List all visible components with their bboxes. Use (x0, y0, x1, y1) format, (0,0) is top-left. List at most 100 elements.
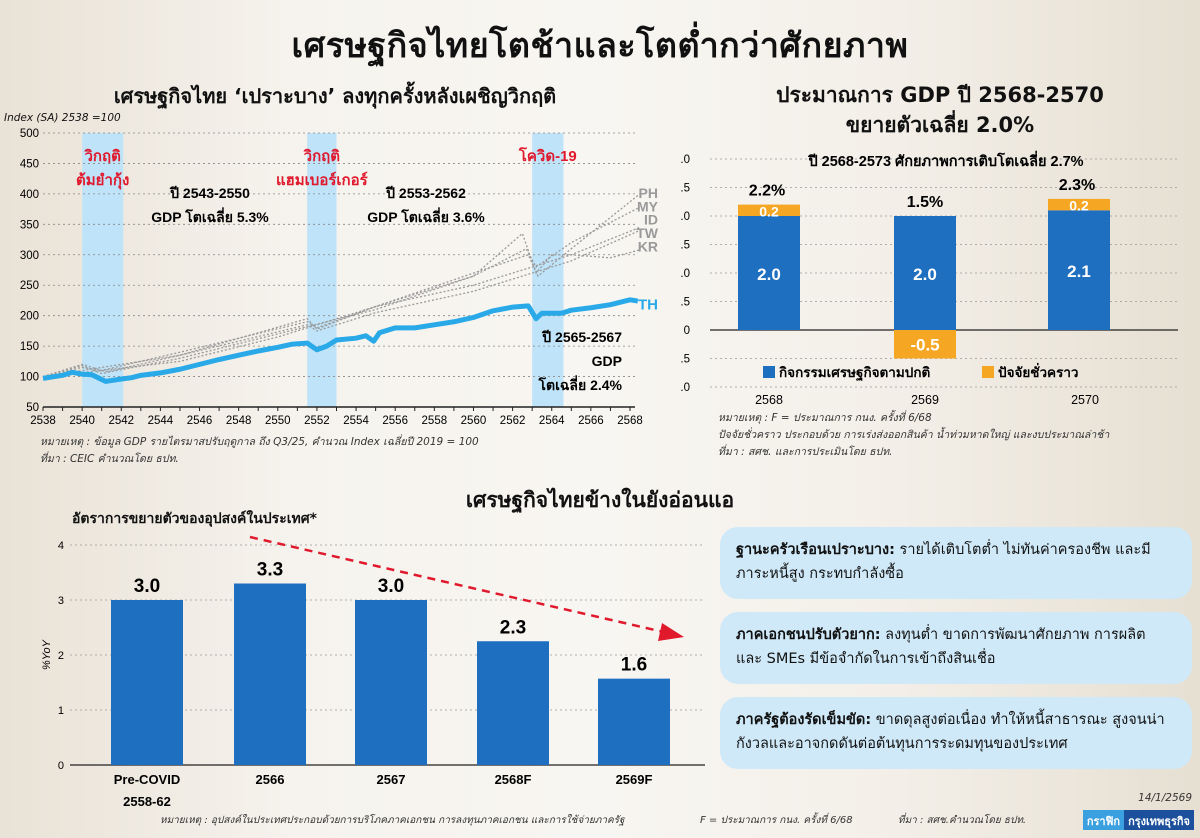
annotation-2553-2562: GDP โตเฉลี่ย 3.6% (367, 207, 485, 225)
legend-swatch-normal (763, 366, 775, 378)
chart2-subtitle: ปี 2568-2573 ศักยภาพการเติบโตเฉลี่ย 2.7% (807, 150, 1083, 170)
y-tick-label: 2.0 (680, 211, 690, 223)
info-box-government: ภาครัฐต้องรัดเข็มขัด: ขาดดุลสูงต่อเนื่อง… (720, 697, 1192, 769)
bar-normal-activity (894, 216, 956, 330)
bar-label: 2.0 (757, 265, 781, 284)
y-tick-label: 400 (20, 189, 39, 201)
crisis-label: วิกฤติ (303, 147, 340, 165)
y-tick-label: 3.0 (680, 154, 690, 166)
series-line-ph (42, 193, 641, 378)
bar-domestic-demand (234, 583, 306, 765)
y-tick-label: -1.0 (680, 382, 690, 394)
info-box-heading: ภาคเอกชนปรับตัวยาก: (736, 627, 881, 643)
bar-total-label: 1.5% (907, 194, 943, 211)
series-line-id (42, 226, 641, 378)
annotation-2543-2550: ปี 2543-2550 (169, 185, 250, 201)
annotation-2565-2567: โตเฉลี่ย 2.4% (537, 375, 622, 393)
x-tick-label: 2554 (343, 415, 369, 427)
legend-label-normal: กิจกรรมเศรษฐกิจตามปกติ (779, 365, 931, 382)
bar-value-label: 3.3 (257, 560, 283, 581)
crisis-band (307, 133, 337, 407)
series-label-kr: KR (638, 238, 658, 254)
bar-normal-activity (1048, 210, 1110, 330)
section2-title: เศรษฐกิจไทยข้างในยังอ่อนแอ (465, 488, 735, 512)
bar-label: 0.2 (759, 203, 779, 219)
series-label-tw: TW (636, 225, 659, 241)
logo-brand: กรุงเทพธุรกิจ (1124, 810, 1194, 830)
chart2-note-temporary: ปัจจัยชั่วคราว ประกอบด้วย การเร่งส่งออกส… (718, 429, 1110, 441)
x-tick-label: Pre-COVID (114, 772, 180, 787)
annotation-2553-2562: ปี 2553-2562 (385, 185, 466, 201)
bar-label: -0.5 (910, 335, 939, 354)
bar-value-label: 3.0 (378, 576, 404, 597)
chart2-title-line1: ประมาณการ GDP ปี 2568-2570 (776, 83, 1104, 107)
bar-domestic-demand (598, 678, 670, 765)
y-tick-label: 150 (20, 341, 39, 353)
gdp-forecast-chart: -1.0 -0.5 0 0.5 1.0 1.5 2.0 2.5 3.0 ปี 2568-2573 … (680, 150, 1178, 407)
info-box-heading: ภาครัฐต้องรัดเข็มขัด: (736, 712, 872, 728)
bar-temporary-factor (1048, 198, 1110, 211)
series-label-ph: PH (639, 185, 658, 201)
y-tick-label: 300 (20, 250, 39, 262)
y-tick-label: 3 (58, 595, 64, 607)
chart1-title: เศรษฐกิจไทย ‘เปราะบาง’ ลงทุกครั้งหลังเผช… (113, 84, 557, 108)
y-tick-label: -0.5 (680, 354, 690, 366)
bar-value-label: 3.0 (134, 576, 160, 597)
x-tick-label: 2544 (148, 415, 174, 427)
x-tick-label: 2570 (1071, 393, 1099, 407)
bar-value-label: 2.3 (500, 617, 526, 638)
chart1-source: ที่มา : CEIC คำนวณโดย ธปท. (40, 453, 179, 465)
crisis-label: ต้มยำกุ้ง (76, 172, 129, 190)
chart2-title: ประมาณการ GDP ปี 2568-2570 ขยายตัวเฉลี่ย… (680, 80, 1200, 140)
bar-domestic-demand (111, 600, 183, 765)
y-tick-label: 450 (20, 158, 39, 170)
series-label-id: ID (644, 212, 658, 228)
x-tick-label: 2542 (108, 415, 134, 427)
bar-temporary-factor (738, 204, 800, 216)
page-title: เศรษฐกิจไทยโตช้าและโตต่ำกว่าศักยภาพ (291, 26, 909, 66)
y-tick-label: 1.0 (680, 268, 690, 280)
info-box-text: ขาดดุลสูงต่อเนื่อง ทำให้หนี้สาธารณะ สูงจ… (736, 712, 1165, 752)
info-box-heading: ฐานะครัวเรือนเปราะบาง: (736, 542, 895, 558)
series-label-my: MY (637, 198, 659, 214)
series-label-th: TH (638, 297, 658, 314)
legend-swatch-temporary (982, 366, 994, 378)
y-tick-label: 200 (20, 311, 39, 323)
bar-value-label: 1.6 (621, 655, 647, 676)
info-box-text: ลงทุนต่ำ ขาดการพัฒนาศักยภาพ การผลิต และ … (736, 627, 1146, 667)
y-tick-label: 100 (20, 372, 39, 384)
logo-graphic-label: กราฟิก (1082, 810, 1125, 830)
bar-label: 2.1 (1067, 262, 1091, 281)
y-tick-label: 4 (58, 540, 64, 552)
trend-arrow-line (249, 535, 669, 635)
y-tick-label: 350 (20, 219, 39, 231)
bar-temporary-factor (894, 330, 956, 359)
crisis-label: วิกฤติ (84, 147, 121, 165)
x-tick-label: 2564 (539, 415, 565, 427)
trend-arrow-head (658, 623, 684, 641)
x-tick-label: 2567 (377, 772, 406, 787)
x-tick-label: 2568F (495, 772, 532, 787)
publisher-logo: กราฟิก กรุงเทพธุรกิจ (1082, 810, 1194, 830)
annotation-2565-2567: ปี 2565-2567 (541, 329, 622, 345)
series-line-th (42, 297, 639, 384)
y-tick-label: 0 (684, 325, 690, 337)
footer-note: หมายเหตุ : อุปสงค์ในประเทศประกอบด้วยการบ… (160, 815, 625, 826)
chart2-source: ที่มา : สศช. และการประเมินโดย ธปท. (718, 446, 893, 458)
footer-source: ที่มา : สศช.คำนวณโดย ธปท. (898, 815, 1027, 826)
x-tick-label: 2568 (755, 393, 783, 407)
y-tick-label: 2.5 (680, 183, 690, 195)
bar-total-label: 2.3% (1059, 177, 1095, 194)
y-tick-label: 1.5 (680, 240, 690, 252)
annotation-2543-2550: GDP โตเฉลี่ย 5.3% (151, 207, 269, 225)
chart2-note: หมายเหตุ : F = ประมาณการ กนง. ครั้งที่ 6… (718, 412, 932, 424)
crisis-label: แฮมเบอร์เกอร์ (276, 171, 369, 189)
info-box-private-sector: ภาคเอกชนปรับตัวยาก: ลงทุนต่ำ ขาดการพัฒนา… (720, 612, 1192, 684)
x-tick-label: 2556 (382, 415, 408, 427)
x-tick-label: 2560 (461, 415, 487, 427)
x-tick-label: 2540 (69, 415, 95, 427)
y-tick-label: 1 (58, 705, 64, 717)
x-tick-label: 2569F (616, 772, 653, 787)
y-tick-label: 500 (20, 128, 39, 140)
info-box-text: รายได้เติบโตต่ำ ไม่ทันค่าครองชีพ และมีภา… (736, 542, 1151, 582)
